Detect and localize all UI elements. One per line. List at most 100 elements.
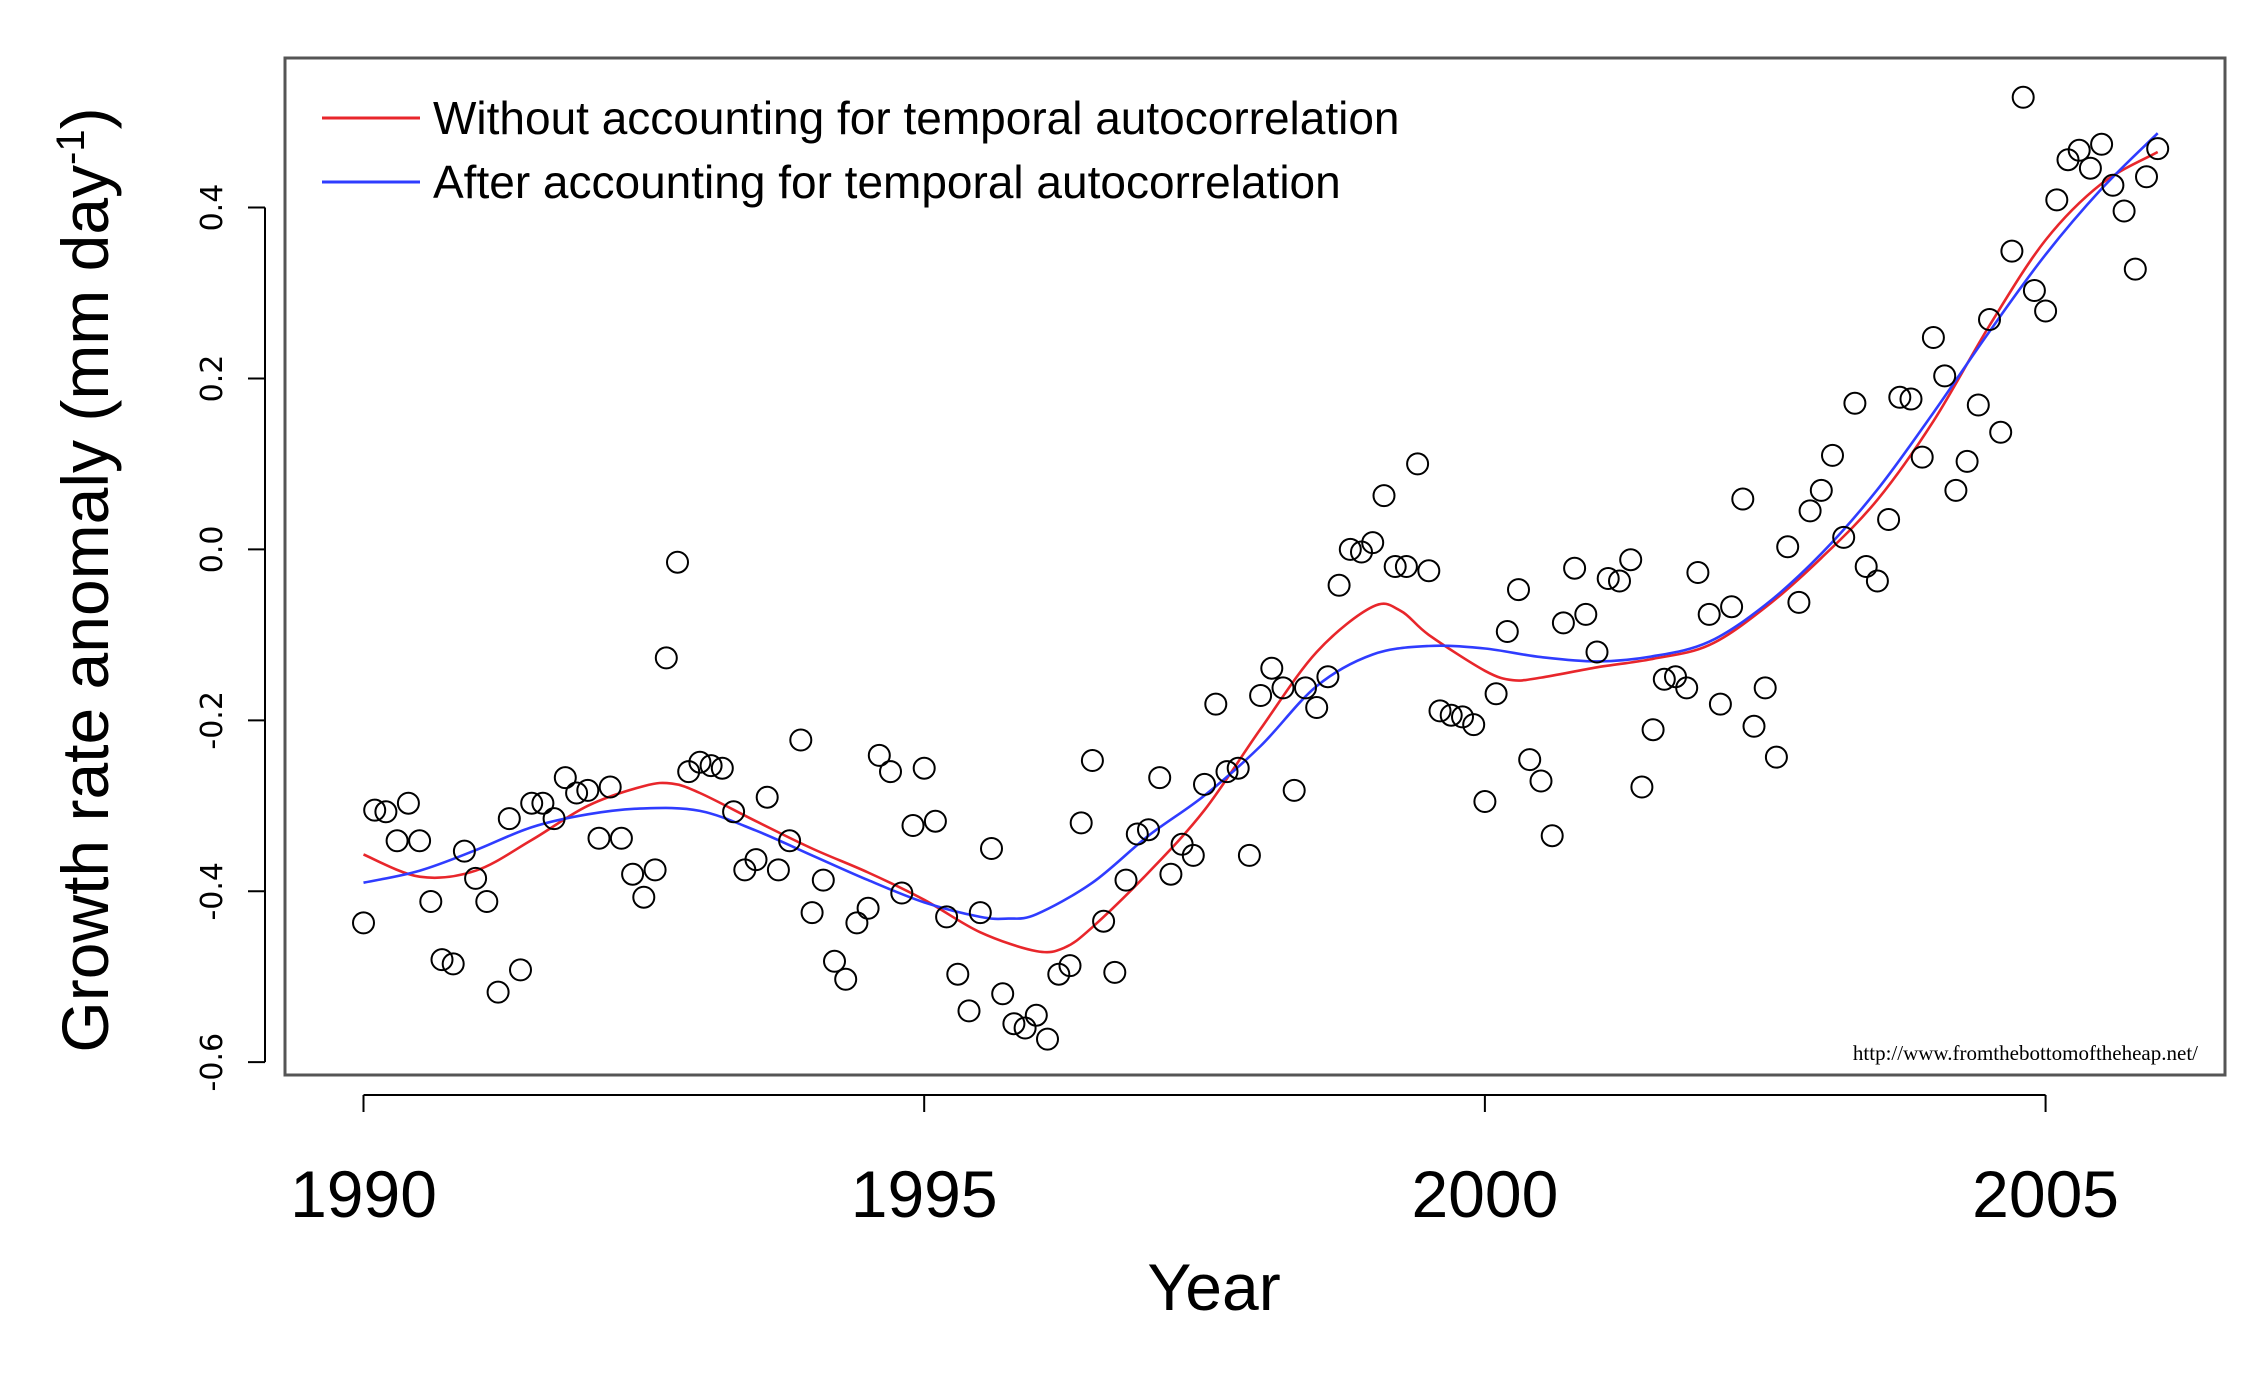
source-url[interactable]: http://www.fromthebottomoftheheap.net/ bbox=[1853, 1041, 2198, 1065]
scatter-point bbox=[1563, 556, 1587, 580]
scatter-point bbox=[2000, 239, 2024, 263]
scatter-point bbox=[1372, 484, 1396, 508]
scatter-point bbox=[1260, 656, 1284, 680]
scatter-point bbox=[452, 839, 476, 863]
scatter-point bbox=[408, 829, 432, 853]
scatter-point bbox=[1708, 692, 1732, 716]
scatter-point bbox=[1484, 682, 1508, 706]
scatter-point bbox=[520, 791, 544, 815]
scatter-point bbox=[923, 809, 947, 833]
scatter-point bbox=[789, 728, 813, 752]
scatter-point bbox=[1641, 718, 1665, 742]
y-axis-title: Growth rate anomaly (mm day-1) bbox=[48, 107, 122, 1052]
scatter-point bbox=[1540, 824, 1564, 848]
scatter-point bbox=[1843, 391, 1867, 415]
scatter-point bbox=[486, 980, 510, 1004]
scatter-point bbox=[1103, 960, 1127, 984]
scatter-point bbox=[879, 760, 902, 784]
scatter-point bbox=[553, 766, 577, 790]
scatter-points bbox=[352, 85, 2170, 1051]
scatter-point bbox=[352, 911, 375, 935]
scatter-point bbox=[935, 905, 959, 929]
y-axis: -0.6 -0.4 -0.2 0.0 0.2 0.4 bbox=[195, 184, 266, 1091]
scatter-point bbox=[1529, 769, 1553, 793]
scatter-point bbox=[1451, 705, 1474, 729]
scatter-point bbox=[2146, 137, 2170, 161]
scatter-point bbox=[1608, 569, 1631, 593]
scatter-point bbox=[1249, 684, 1273, 707]
scatter-point bbox=[946, 962, 970, 986]
y-tick-label: 0.4 bbox=[195, 184, 230, 232]
scatter-point bbox=[1944, 478, 1968, 502]
scatter-point bbox=[1294, 676, 1317, 700]
scatter-point bbox=[1877, 508, 1901, 531]
y-axis-title-close: ) bbox=[48, 107, 122, 129]
legend-label-after: After accounting for temporal autocorrel… bbox=[433, 156, 1341, 208]
scatter-point bbox=[542, 807, 566, 831]
scatter-point bbox=[374, 800, 398, 824]
scatter-point bbox=[1507, 578, 1530, 602]
scatter-point bbox=[2112, 199, 2136, 223]
scatter-point bbox=[1753, 676, 1777, 700]
scatter-point bbox=[576, 778, 600, 802]
scatter-point bbox=[1518, 748, 1542, 772]
scatter-point bbox=[1092, 909, 1116, 933]
scatter-point bbox=[419, 890, 443, 913]
scatter-point bbox=[1305, 696, 1329, 719]
legend-label-without: Without accounting for temporal autocorr… bbox=[433, 92, 1400, 144]
scatter-point bbox=[957, 999, 981, 1023]
scatter-point bbox=[531, 791, 555, 815]
scatter-point bbox=[2045, 188, 2069, 212]
x-tick-label: 1990 bbox=[290, 1157, 437, 1231]
scatter-point bbox=[1316, 665, 1340, 689]
scatter-point bbox=[2123, 257, 2147, 281]
scatter-point bbox=[699, 754, 723, 778]
scatter-point bbox=[1002, 1012, 1026, 1036]
scatter-point bbox=[688, 750, 712, 774]
scatter-point bbox=[1933, 364, 1957, 388]
scatter-point bbox=[1114, 868, 1138, 892]
scatter-point bbox=[1574, 602, 1598, 626]
scatter-point bbox=[1921, 326, 1945, 349]
scatter-point bbox=[1742, 714, 1766, 738]
scatter-point bbox=[778, 829, 802, 853]
scatter-point bbox=[722, 800, 746, 824]
x-axis: 1990 1995 2000 2005 bbox=[290, 1094, 2119, 1231]
scatter-point bbox=[1910, 445, 1934, 469]
scatter-point bbox=[856, 896, 880, 920]
scatter-point bbox=[1978, 308, 2001, 331]
scatter-point bbox=[396, 791, 420, 815]
scatter-point bbox=[710, 756, 734, 780]
scatter-point bbox=[430, 948, 454, 972]
scatter-point bbox=[901, 814, 925, 837]
scatter-point bbox=[867, 743, 891, 767]
scatter-point bbox=[1204, 692, 1228, 716]
scatter-point bbox=[1652, 667, 1676, 691]
scatter-point bbox=[1776, 535, 1800, 559]
y-axis-title-superscript: -1 bbox=[49, 129, 93, 165]
scatter-point bbox=[1686, 561, 1710, 584]
scatter-point bbox=[598, 775, 622, 799]
scatter-point bbox=[834, 967, 858, 991]
scatter-point bbox=[1338, 537, 1362, 561]
scatter-point bbox=[666, 550, 689, 574]
y-tick-label: -0.2 bbox=[195, 691, 230, 750]
scatter-point bbox=[1966, 393, 1990, 417]
scatter-point bbox=[632, 885, 656, 909]
scatter-point bbox=[1473, 790, 1497, 813]
scatter-point bbox=[2067, 138, 2091, 162]
scatter-point bbox=[744, 848, 768, 872]
scatter-point bbox=[823, 949, 846, 973]
scatter-point bbox=[1495, 620, 1519, 643]
scatter-point bbox=[587, 826, 611, 850]
scatter-point bbox=[766, 858, 790, 882]
scatter-point bbox=[609, 826, 633, 850]
scatter-point bbox=[1080, 749, 1104, 772]
scatter-point bbox=[755, 785, 779, 809]
scatter-point bbox=[643, 858, 667, 882]
scatter-point bbox=[1181, 843, 1205, 867]
scatter-point bbox=[1024, 1003, 1048, 1027]
scatter-point bbox=[1619, 548, 1643, 572]
scatter-point bbox=[1764, 745, 1788, 769]
scatter-point bbox=[2034, 299, 2058, 323]
